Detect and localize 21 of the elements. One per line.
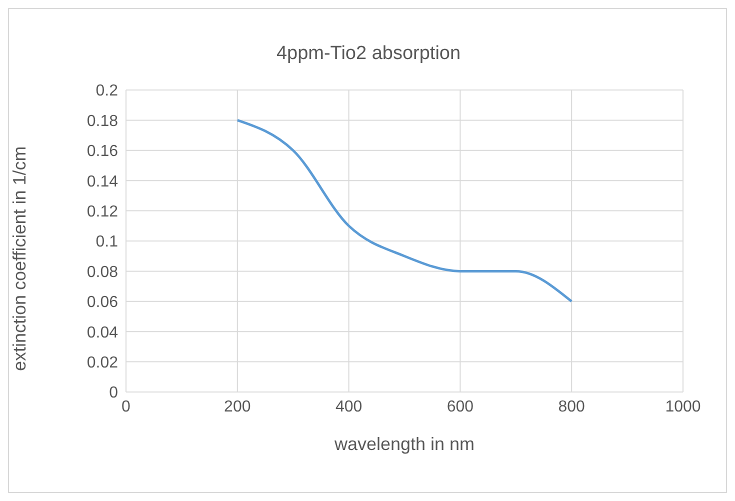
y-tick-label: 0.2 (96, 82, 118, 100)
y-tick-label: 0.12 (86, 203, 118, 220)
y-tick-label: 0.16 (86, 143, 118, 160)
x-axis-title: wavelength in nm (333, 434, 475, 454)
line-series (236, 118, 573, 303)
y-tick-label: 0.14 (86, 173, 118, 190)
y-tick-label: 0.02 (86, 354, 118, 372)
y-axis-title: extinction coefficient in 1/cm (9, 146, 30, 371)
y-tick-label: 0 (109, 384, 118, 402)
x-tick-label: 200 (224, 398, 251, 416)
x-tick-label: 0 (122, 398, 131, 416)
y-tick-label: 0.04 (86, 324, 118, 342)
y-tick-label: 0.06 (86, 294, 118, 312)
x-tick-label: 1000 (665, 398, 701, 416)
y-tick-label: 0.1 (96, 234, 118, 251)
x-tick-label: 800 (558, 398, 586, 416)
x-tick-label: 400 (335, 398, 362, 416)
y-tick-label: 0.08 (86, 264, 118, 281)
y-tick-label: 0.18 (86, 112, 118, 130)
x-tick-label: 600 (446, 398, 474, 416)
chart-title: 4ppm-Tio2 absorption (275, 43, 462, 65)
